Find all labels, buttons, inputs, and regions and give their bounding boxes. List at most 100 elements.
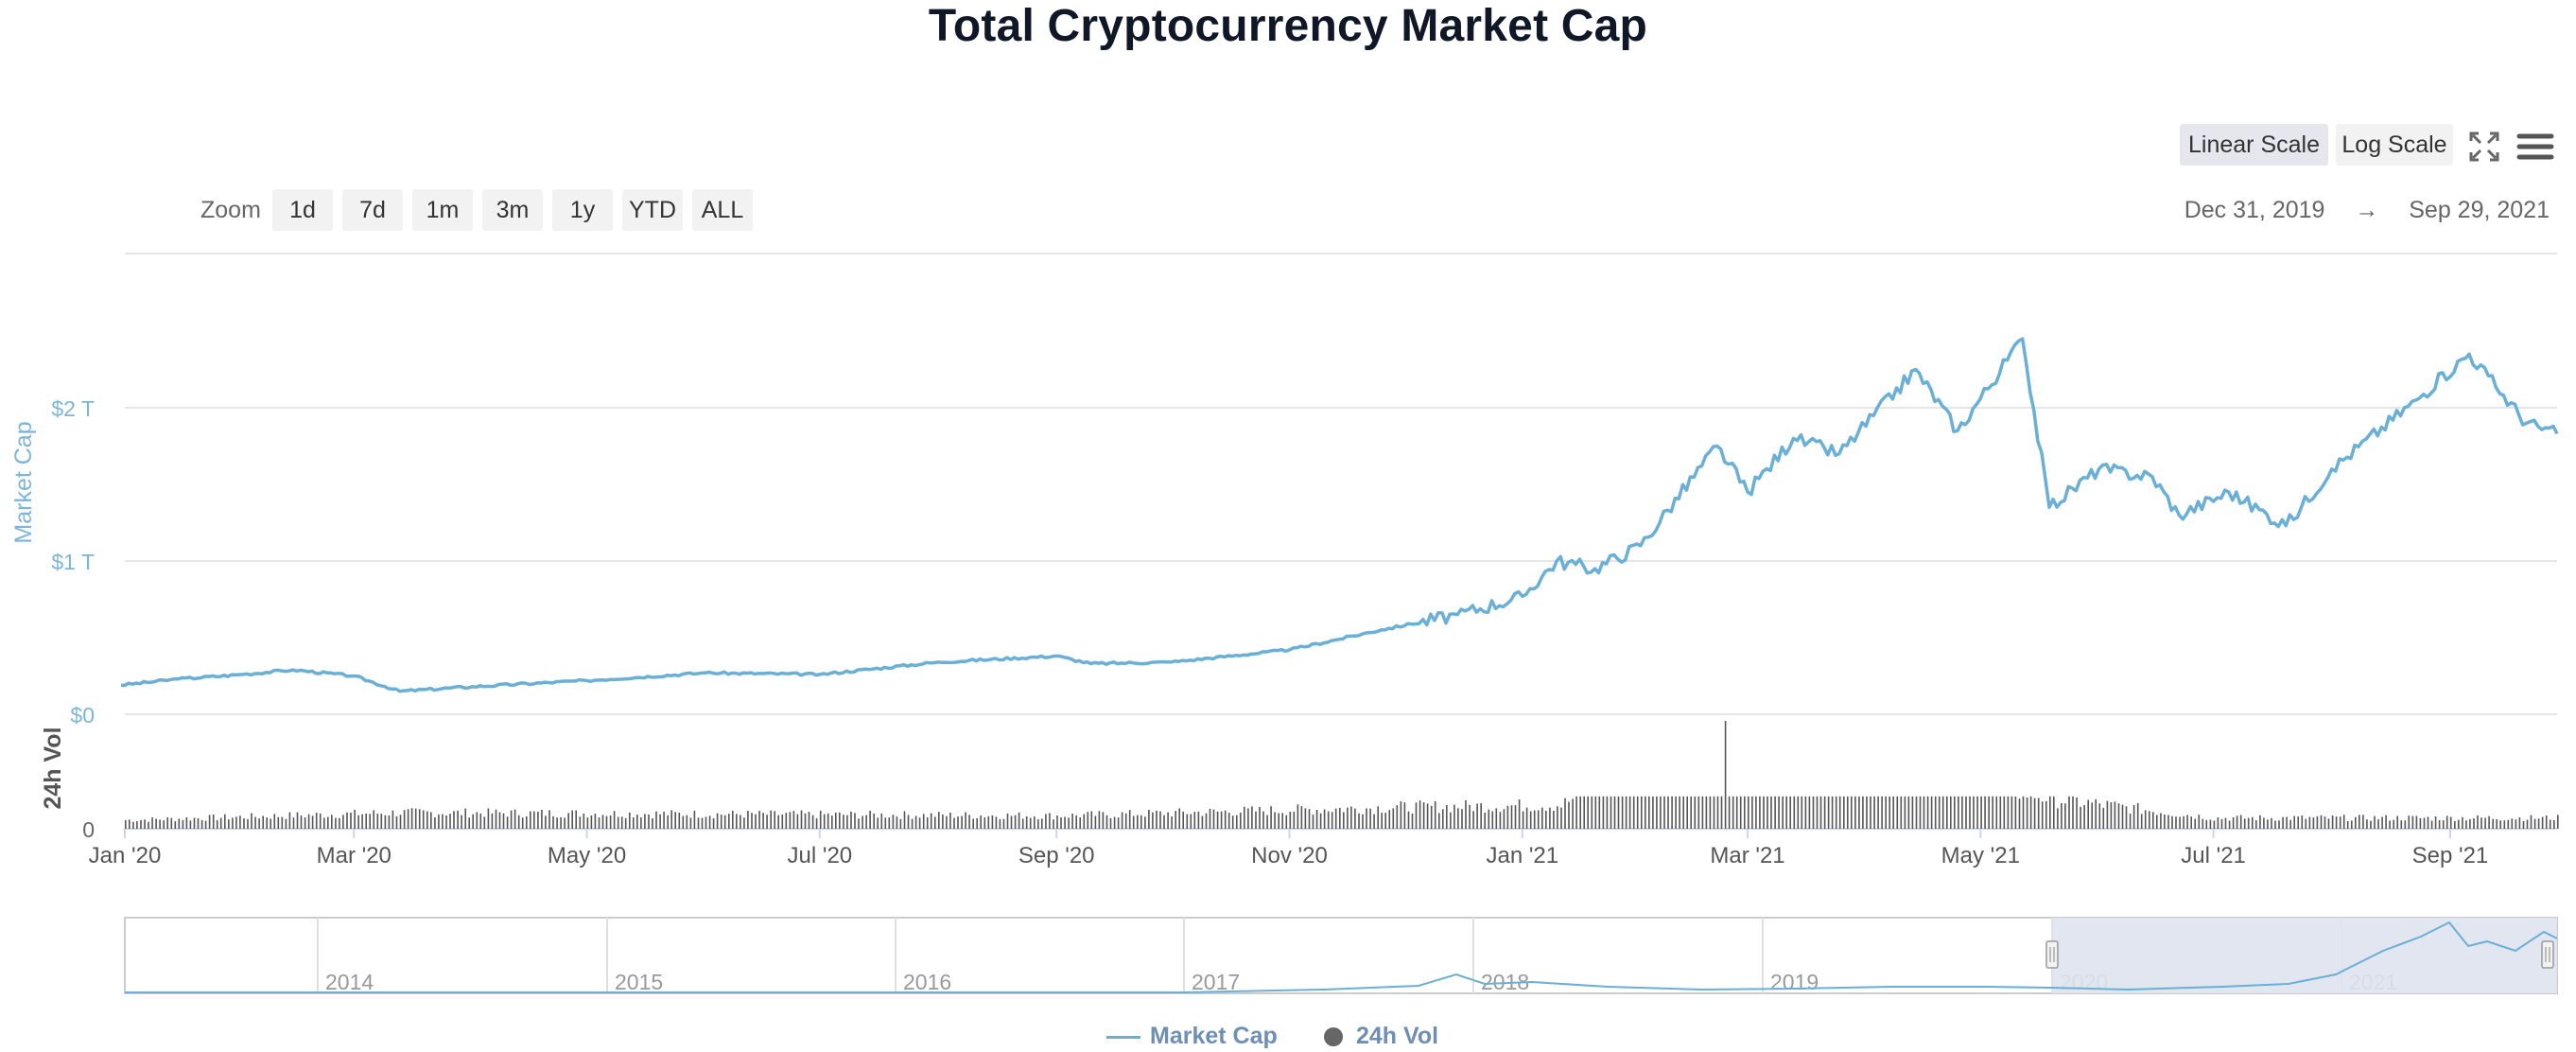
volume-bar bbox=[1323, 809, 1326, 829]
zoom-1d-button[interactable]: 1d bbox=[272, 189, 333, 231]
volume-bar bbox=[922, 814, 925, 829]
volume-bar bbox=[2499, 820, 2501, 829]
volume-bar bbox=[388, 815, 391, 829]
hamburger-menu-icon[interactable] bbox=[2514, 125, 2557, 168]
volume-bar bbox=[2339, 816, 2341, 829]
volume-bar bbox=[846, 815, 848, 829]
volume-bar bbox=[521, 817, 524, 829]
log-scale-button[interactable]: Log Scale bbox=[2336, 124, 2453, 166]
volume-bar bbox=[1697, 796, 1700, 829]
circle-icon bbox=[1324, 1027, 1343, 1047]
volume-bar bbox=[723, 815, 726, 829]
volume-bar bbox=[564, 817, 566, 829]
volume-bar bbox=[1892, 796, 1894, 829]
navigator-handle-right[interactable] bbox=[2541, 940, 2554, 969]
volume-bar bbox=[2190, 816, 2192, 829]
volume-bar bbox=[575, 810, 577, 829]
volume-bar bbox=[552, 815, 554, 829]
date-range-from[interactable]: Dec 31, 2019 bbox=[2184, 197, 2325, 223]
zoom-1y-button[interactable]: 1y bbox=[552, 189, 613, 231]
volume-bar bbox=[1411, 813, 1414, 829]
volume-axis-title: 24h Vol bbox=[40, 727, 66, 809]
volume-bar bbox=[686, 815, 688, 829]
volume-bar bbox=[2243, 818, 2246, 829]
date-range: Dec 31, 2019 → Sep 29, 2021 bbox=[2184, 189, 2550, 231]
volume-bar bbox=[689, 817, 692, 829]
volume-bar bbox=[1739, 796, 1742, 829]
volume-bar bbox=[2037, 798, 2040, 829]
volume-bar bbox=[751, 813, 753, 829]
volume-bar bbox=[1358, 813, 1360, 829]
linear-scale-button[interactable]: Linear Scale bbox=[2180, 124, 2328, 166]
fullscreen-icon[interactable] bbox=[2463, 125, 2506, 168]
volume-bar bbox=[537, 812, 539, 829]
volume-bar bbox=[2415, 815, 2418, 829]
volume-bar bbox=[2434, 816, 2437, 829]
volume-bar bbox=[151, 816, 153, 829]
volume-bar bbox=[1098, 811, 1101, 829]
volume-bar bbox=[1881, 796, 1883, 829]
volume-bar bbox=[1259, 806, 1261, 829]
navigator[interactable]: 20142015201620172018201920202021 bbox=[124, 917, 2558, 994]
volume-bar bbox=[1980, 796, 1982, 829]
zoom-3m-button[interactable]: 3m bbox=[482, 189, 543, 231]
volume-bar bbox=[251, 813, 252, 829]
volume-bar bbox=[1862, 796, 1864, 829]
volume-bar bbox=[300, 815, 303, 829]
volume-bar bbox=[1392, 808, 1395, 829]
legend-item-market-cap[interactable]: Market Cap bbox=[1106, 1020, 1278, 1052]
volume-bar bbox=[1220, 811, 1223, 829]
volume-bar bbox=[823, 814, 826, 829]
volume-bar bbox=[914, 815, 917, 829]
volume-bar bbox=[2411, 815, 2414, 829]
volume-bar bbox=[2149, 811, 2150, 829]
volume-bar bbox=[197, 817, 200, 829]
volume-bar bbox=[736, 814, 738, 829]
volume-bar bbox=[288, 812, 291, 829]
volume-bar bbox=[200, 819, 203, 829]
volume-bar bbox=[1888, 796, 1890, 829]
volume-bar bbox=[785, 813, 788, 829]
zoom-1m-button[interactable]: 1m bbox=[412, 189, 473, 231]
volume-bar bbox=[468, 817, 470, 829]
volume-bar bbox=[1866, 796, 1868, 829]
volume-bar bbox=[166, 816, 168, 829]
volume-bar bbox=[1911, 796, 1914, 829]
volume-bar bbox=[2160, 813, 2162, 829]
volume-bar bbox=[1041, 818, 1043, 829]
zoom-all-button[interactable]: ALL bbox=[692, 189, 753, 231]
x-tick-label: Mar '21 bbox=[1710, 843, 1784, 868]
volume-bar bbox=[1915, 796, 1918, 829]
volume-bar bbox=[758, 811, 760, 829]
volume-bar bbox=[1381, 813, 1383, 829]
volume-bar bbox=[880, 813, 883, 829]
legend-item-24h-vol[interactable]: 24h Vol bbox=[1324, 1020, 1438, 1052]
volume-bar bbox=[2438, 819, 2441, 829]
volume-bar bbox=[1240, 812, 1242, 829]
volume-bar bbox=[949, 812, 951, 829]
volume-bar bbox=[2301, 815, 2304, 829]
volume-bar bbox=[652, 817, 653, 829]
volume-bar bbox=[2503, 820, 2506, 829]
volume-bar bbox=[403, 810, 406, 829]
y-tick-label: $1 T bbox=[51, 550, 95, 574]
volume-bar bbox=[2549, 819, 2551, 829]
volume-bar bbox=[2320, 815, 2323, 829]
zoom-7d-button[interactable]: 7d bbox=[342, 189, 403, 231]
volume-bar bbox=[682, 815, 685, 829]
zoom-ytd-button[interactable]: YTD bbox=[622, 189, 683, 231]
volume-bar bbox=[2033, 798, 2036, 829]
volume-bar bbox=[541, 810, 543, 829]
date-range-to[interactable]: Sep 29, 2021 bbox=[2409, 197, 2550, 223]
volume-bar bbox=[189, 820, 192, 829]
volume-bar bbox=[2252, 816, 2254, 829]
volume-bar bbox=[766, 815, 768, 829]
volume-bar bbox=[1545, 810, 1547, 829]
volume-bar bbox=[2381, 816, 2383, 829]
navigator-handle-left[interactable] bbox=[2045, 940, 2059, 969]
volume-bar bbox=[1969, 796, 1971, 829]
volume-bar bbox=[655, 811, 657, 829]
volume-bar bbox=[1201, 815, 1204, 829]
volume-bar bbox=[1748, 796, 1749, 829]
volume-bar bbox=[1851, 796, 1853, 829]
